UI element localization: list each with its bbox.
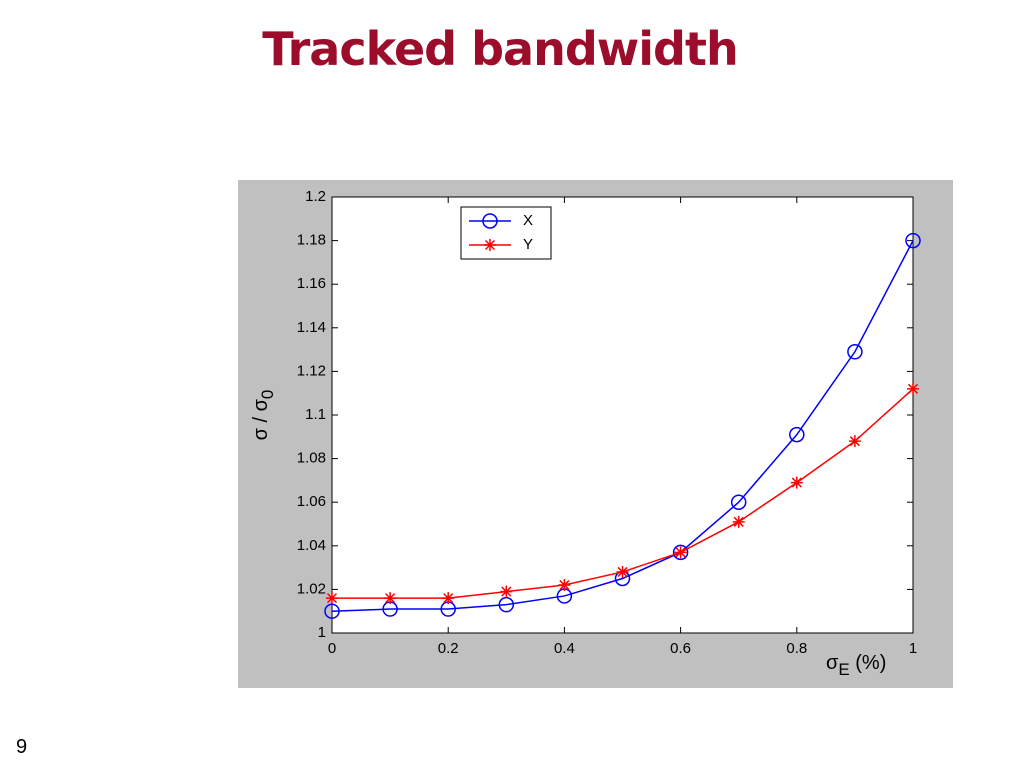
y-label-subscript: 0	[258, 390, 277, 399]
marker	[905, 232, 921, 249]
marker	[324, 603, 340, 619]
x-label-symbol: σ	[826, 652, 839, 674]
marker	[326, 592, 338, 605]
axes-frame	[331, 196, 914, 634]
marker	[789, 426, 805, 443]
marker	[730, 494, 747, 510]
x-tick-label: 0.6	[670, 640, 691, 657]
y-tick-label: 1	[318, 624, 326, 641]
y-tick-label: 1.06	[297, 493, 326, 510]
marker	[672, 544, 689, 561]
x-label-suffix: (%)	[850, 652, 887, 674]
marker	[442, 592, 455, 605]
marker	[384, 592, 397, 605]
marker	[616, 565, 629, 578]
legend-marker	[482, 213, 498, 229]
series-line	[331, 240, 914, 612]
y-tick-label: 1.2	[305, 188, 326, 205]
y-tick-label: 1.14	[297, 319, 326, 336]
y-tick-label: 1.12	[297, 362, 326, 379]
slide-title: Tracked bandwidth	[262, 22, 738, 76]
x-tick-label: 0.2	[438, 640, 459, 657]
marker	[500, 585, 513, 598]
marker	[907, 382, 919, 395]
y-tick-label: 1.1	[305, 406, 326, 423]
legend-label: Y	[523, 236, 533, 253]
marker	[558, 579, 571, 592]
x-tick-label: 0.8	[786, 640, 807, 657]
y-tick-label: 1.02	[297, 580, 326, 597]
plot-area	[332, 197, 913, 633]
y-tick-label: 1.08	[297, 450, 326, 467]
marker	[498, 596, 515, 613]
marker	[674, 546, 687, 559]
x-tick-label: 1	[909, 640, 917, 657]
legend-label: X	[523, 212, 533, 229]
y-tick-label: 1.04	[297, 537, 326, 554]
x-tick-label: 0.4	[554, 640, 575, 657]
y-tick-label: 1.18	[297, 232, 326, 249]
marker	[848, 435, 861, 448]
x-tick-label: 0	[328, 640, 336, 657]
marker	[847, 344, 863, 360]
x-label-subscript: E	[838, 660, 849, 679]
legend-box	[460, 206, 552, 260]
legend-marker	[484, 239, 496, 251]
marker	[790, 476, 803, 489]
marker	[732, 515, 745, 528]
x-axis-label: σE (%)	[826, 652, 886, 679]
y-axis-label: σ / σ0	[250, 390, 277, 441]
y-label-symbol: σ / σ	[250, 398, 272, 440]
y-tick-label: 1.16	[297, 275, 326, 292]
page-number: 9	[16, 736, 28, 758]
